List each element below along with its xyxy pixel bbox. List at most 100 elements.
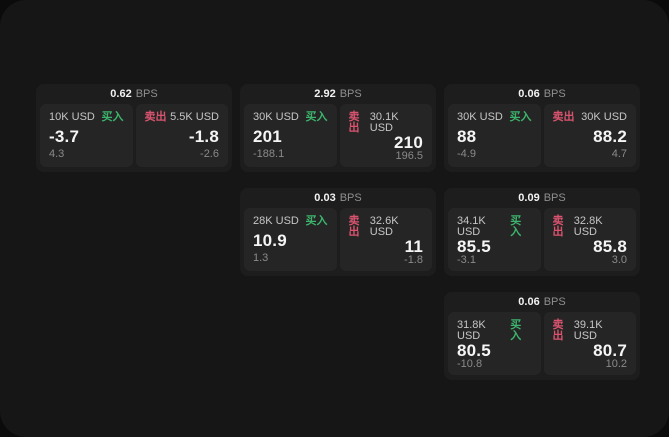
card-body: 10K USD 买入 -3.7 4.3 卖出 5.5K USD -1.8 -2.… — [36, 104, 232, 167]
buy-label: 买入 — [509, 111, 532, 123]
sell-notional: 30.1K USD — [369, 111, 399, 134]
bps-unit-label: BPS — [543, 295, 566, 308]
buy-price: 10.9 — [253, 230, 287, 250]
sell-label: 卖出 — [348, 111, 360, 134]
buy-delta: -4.9 — [457, 148, 476, 160]
quote-card: 0.06 BPS 30K USD 买入 88 -4.9 卖出 30K USD 8… — [444, 84, 640, 172]
sell-panel-top: 卖出 30.1K USD — [349, 112, 424, 134]
card-header: 0.06 BPS — [444, 84, 640, 104]
card-body: 28K USD 买入 10.9 1.3 卖出 32.6K USD 11 -1.8 — [240, 208, 436, 271]
buy-panel[interactable]: 10K USD 买入 -3.7 4.3 — [40, 104, 133, 167]
sell-price: 11 — [404, 237, 423, 256]
card-body: 34.1K USD 买入 85.5 -3.1 卖出 32.8K USD 85.8… — [444, 208, 640, 271]
buy-panel[interactable]: 28K USD 买入 10.9 1.3 — [244, 208, 337, 271]
buy-panel[interactable]: 30K USD 买入 88 -4.9 — [448, 104, 541, 167]
bps-value: 0.62 — [110, 87, 132, 100]
sell-label: 卖出 — [552, 215, 564, 238]
sell-panel[interactable]: 卖出 5.5K USD -1.8 -2.6 — [135, 104, 228, 167]
card-header: 2.92 BPS — [240, 84, 436, 104]
sell-panel-top: 卖出 30K USD — [553, 112, 628, 123]
sell-notional: 5.5K USD — [170, 111, 219, 123]
sell-price: 80.7 — [593, 341, 627, 360]
buy-price: 201 — [253, 126, 282, 146]
buy-label: 买入 — [510, 319, 522, 342]
bps-value: 0.06 — [518, 295, 540, 308]
card-body: 30K USD 买入 201 -188.1 卖出 30.1K USD 210 1… — [240, 104, 436, 167]
bps-value: 0.06 — [518, 87, 540, 100]
card-body: 30K USD 买入 88 -4.9 卖出 30K USD 88.2 4.7 — [444, 104, 640, 167]
card-header: 0.62 BPS — [36, 84, 232, 104]
buy-delta: 1.3 — [253, 252, 269, 264]
buy-panel[interactable]: 31.8K USD 买入 80.5 -10.8 — [448, 312, 541, 375]
sell-panel-top: 卖出 32.8K USD — [553, 216, 628, 238]
buy-notional: 31.8K USD — [457, 319, 486, 342]
sell-label: 卖出 — [144, 111, 167, 123]
card-header: 0.06 BPS — [444, 292, 640, 312]
card-body: 31.8K USD 买入 80.5 -10.8 卖出 39.1K USD 80.… — [444, 312, 640, 375]
sell-delta: 3.0 — [611, 254, 627, 266]
buy-delta: 4.3 — [49, 148, 65, 160]
sell-price: 85.8 — [593, 237, 627, 256]
sell-notional: 32.6K USD — [369, 215, 399, 238]
sell-panel[interactable]: 卖出 30K USD 88.2 4.7 — [543, 104, 636, 167]
buy-price: 85.5 — [457, 237, 491, 256]
sell-panel-top: 卖出 5.5K USD — [145, 112, 220, 123]
sell-label: 卖出 — [552, 111, 575, 123]
bps-unit-label: BPS — [543, 191, 566, 204]
quote-card: 0.06 BPS 31.8K USD 买入 80.5 -10.8 卖出 39.1… — [444, 292, 640, 380]
bps-value: 0.09 — [518, 191, 540, 204]
buy-delta: -10.8 — [457, 358, 483, 370]
buy-delta: -3.1 — [457, 254, 476, 266]
buy-panel-top: 31.8K USD 买入 — [457, 320, 532, 342]
sell-panel[interactable]: 卖出 32.8K USD 85.8 3.0 — [543, 208, 636, 271]
quote-card: 0.62 BPS 10K USD 买入 -3.7 4.3 卖出 5.5K USD… — [36, 84, 232, 172]
sell-delta: 10.2 — [605, 358, 627, 370]
buy-label: 买入 — [305, 111, 328, 123]
bps-value: 2.92 — [314, 87, 336, 100]
bps-value: 0.03 — [314, 191, 336, 204]
buy-label: 买入 — [510, 215, 522, 238]
sell-delta: -1.8 — [404, 254, 423, 266]
quote-card: 0.03 BPS 28K USD 买入 10.9 1.3 卖出 32.6K US… — [240, 188, 436, 276]
sell-delta: 4.7 — [611, 148, 627, 160]
sell-notional: 32.8K USD — [573, 215, 603, 238]
card-header: 0.03 BPS — [240, 188, 436, 208]
quote-card: 2.92 BPS 30K USD 买入 201 -188.1 卖出 30.1K … — [240, 84, 436, 172]
sell-notional: 30K USD — [581, 111, 627, 123]
sell-panel[interactable]: 卖出 32.6K USD 11 -1.8 — [339, 208, 432, 271]
buy-panel-top: 28K USD 买入 — [253, 216, 328, 227]
buy-panel[interactable]: 34.1K USD 买入 85.5 -3.1 — [448, 208, 541, 271]
buy-panel-top: 34.1K USD 买入 — [457, 216, 532, 238]
sell-price: 210 — [394, 133, 423, 152]
buy-price: -3.7 — [49, 126, 80, 146]
quote-card: 0.09 BPS 34.1K USD 买入 85.5 -3.1 卖出 32.8K… — [444, 188, 640, 276]
sell-label: 卖出 — [552, 319, 564, 342]
sell-price: -1.8 — [188, 126, 219, 146]
sell-panel[interactable]: 卖出 39.1K USD 80.7 10.2 — [543, 312, 636, 375]
bps-unit-label: BPS — [339, 191, 362, 204]
buy-price: 80.5 — [457, 341, 491, 360]
buy-label: 买入 — [305, 215, 328, 227]
sell-panel[interactable]: 卖出 30.1K USD 210 196.5 — [339, 104, 432, 167]
buy-label: 买入 — [101, 111, 124, 123]
sell-label: 卖出 — [348, 215, 360, 238]
sell-panel-top: 卖出 39.1K USD — [553, 320, 628, 342]
sell-panel-top: 卖出 32.6K USD — [349, 216, 424, 238]
card-header: 0.09 BPS — [444, 188, 640, 208]
buy-panel-top: 10K USD 买入 — [49, 112, 124, 123]
buy-notional: 10K USD — [49, 111, 95, 123]
buy-panel[interactable]: 30K USD 买入 201 -188.1 — [244, 104, 337, 167]
buy-notional: 30K USD — [457, 111, 503, 123]
sell-price: 88.2 — [593, 126, 627, 146]
buy-notional: 28K USD — [253, 215, 299, 227]
sell-delta: -2.6 — [200, 148, 219, 160]
buy-notional: 30K USD — [253, 111, 299, 123]
sell-delta: 196.5 — [395, 150, 423, 162]
buy-price: 88 — [457, 126, 477, 146]
bps-unit-label: BPS — [543, 87, 566, 100]
buy-notional: 34.1K USD — [457, 215, 486, 238]
buy-panel-top: 30K USD 买入 — [457, 112, 532, 123]
bps-unit-label: BPS — [135, 87, 158, 100]
buy-panel-top: 30K USD 买入 — [253, 112, 328, 123]
